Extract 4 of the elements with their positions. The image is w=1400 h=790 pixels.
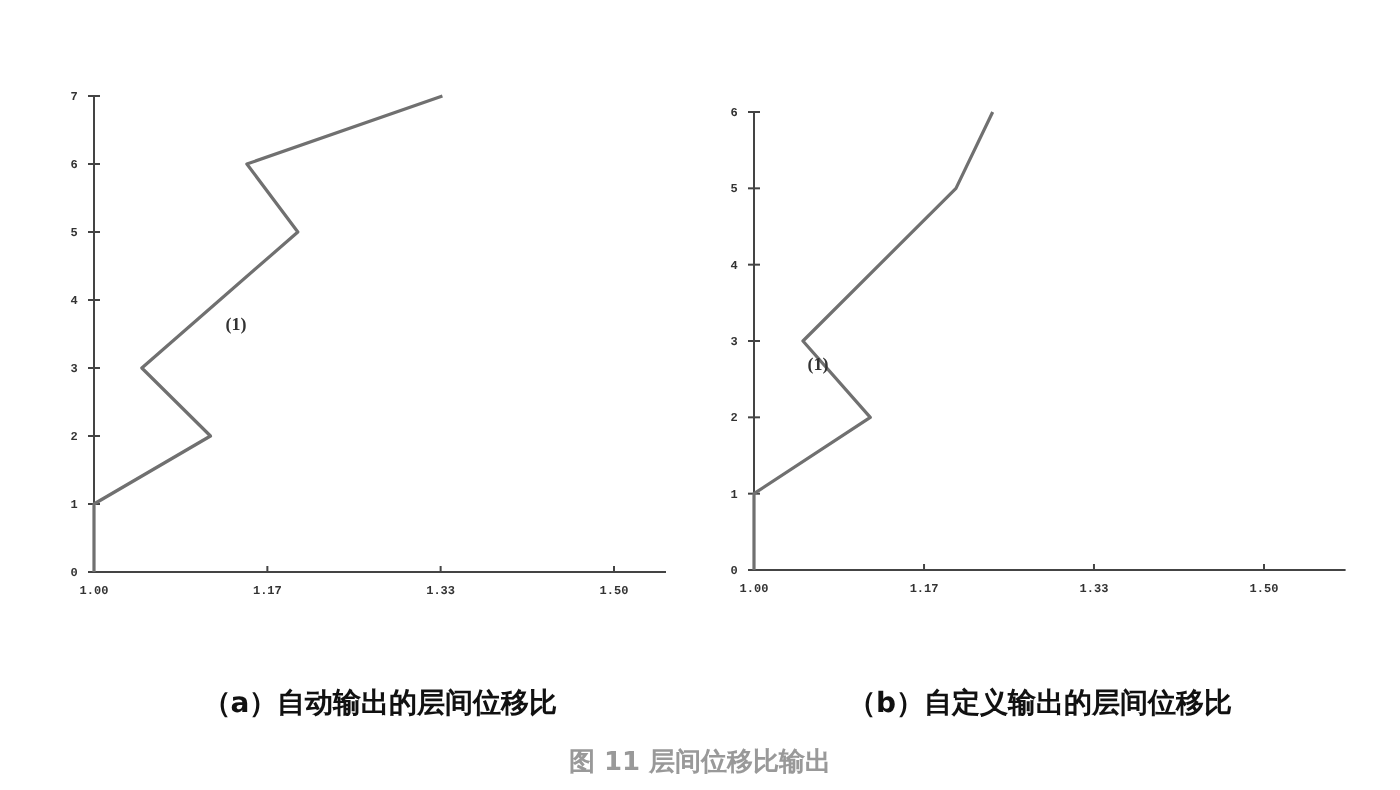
text: （a）自动输出的层间位移比 [202,688,558,720]
caption: 图 11 层间位移比输出 [568,748,832,778]
annotation: (1) [225,314,247,334]
text: （b）自定义输出的层间位移比 [847,686,1233,720]
